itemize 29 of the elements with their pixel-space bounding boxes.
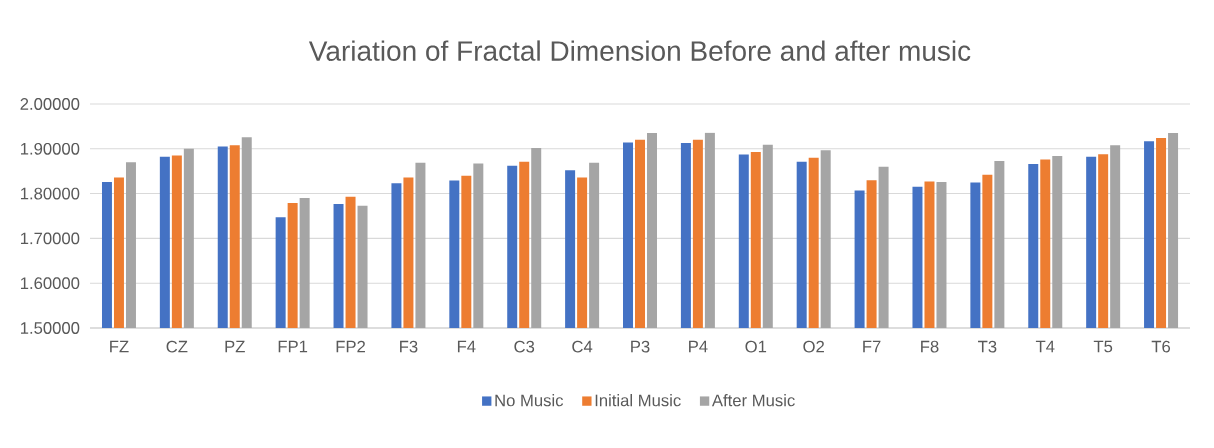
- x-tick-label: T3: [978, 340, 997, 353]
- x-tick-label: O2: [803, 340, 824, 353]
- x-tick-label: PZ: [225, 340, 245, 353]
- y-tick-label: 1.80000: [21, 187, 80, 200]
- x-tick-label: F7: [863, 340, 881, 353]
- y-tick-label: 1.50000: [21, 322, 80, 334]
- x-tick-label: F4: [457, 340, 476, 353]
- x-tick-label: P3: [631, 340, 650, 353]
- x-tick-label: T6: [1151, 340, 1171, 353]
- chart-title: Variation of Fractal Dimension Before and after music: [308, 40, 971, 61]
- y-tick-label: 1.70000: [21, 232, 80, 245]
- legend-label: After Music: [711, 394, 795, 407]
- legend-label: No Music: [495, 394, 564, 407]
- x-tick-label: T5: [1093, 340, 1113, 353]
- x-tick-label: C3: [514, 340, 535, 353]
- x-tick-label: O1: [745, 340, 767, 353]
- y-tick-label: 1.60000: [21, 277, 80, 290]
- x-tick-label: FZ: [110, 340, 129, 353]
- x-tick-label: P4: [689, 340, 708, 353]
- x-tick-label: FP1: [278, 340, 308, 353]
- x-tick-label: F8: [921, 340, 939, 353]
- x-tick-label: FP2: [336, 340, 365, 353]
- y-tick-label: 1.90000: [21, 142, 80, 155]
- y-tick-label: 2.00000: [20, 98, 80, 110]
- x-tick-label: C4: [572, 340, 593, 353]
- x-tick-label: F3: [400, 340, 418, 353]
- x-tick-label: CZ: [166, 340, 188, 353]
- legend-label: Initial Music: [595, 394, 681, 407]
- x-tick-label: T4: [1035, 340, 1055, 353]
